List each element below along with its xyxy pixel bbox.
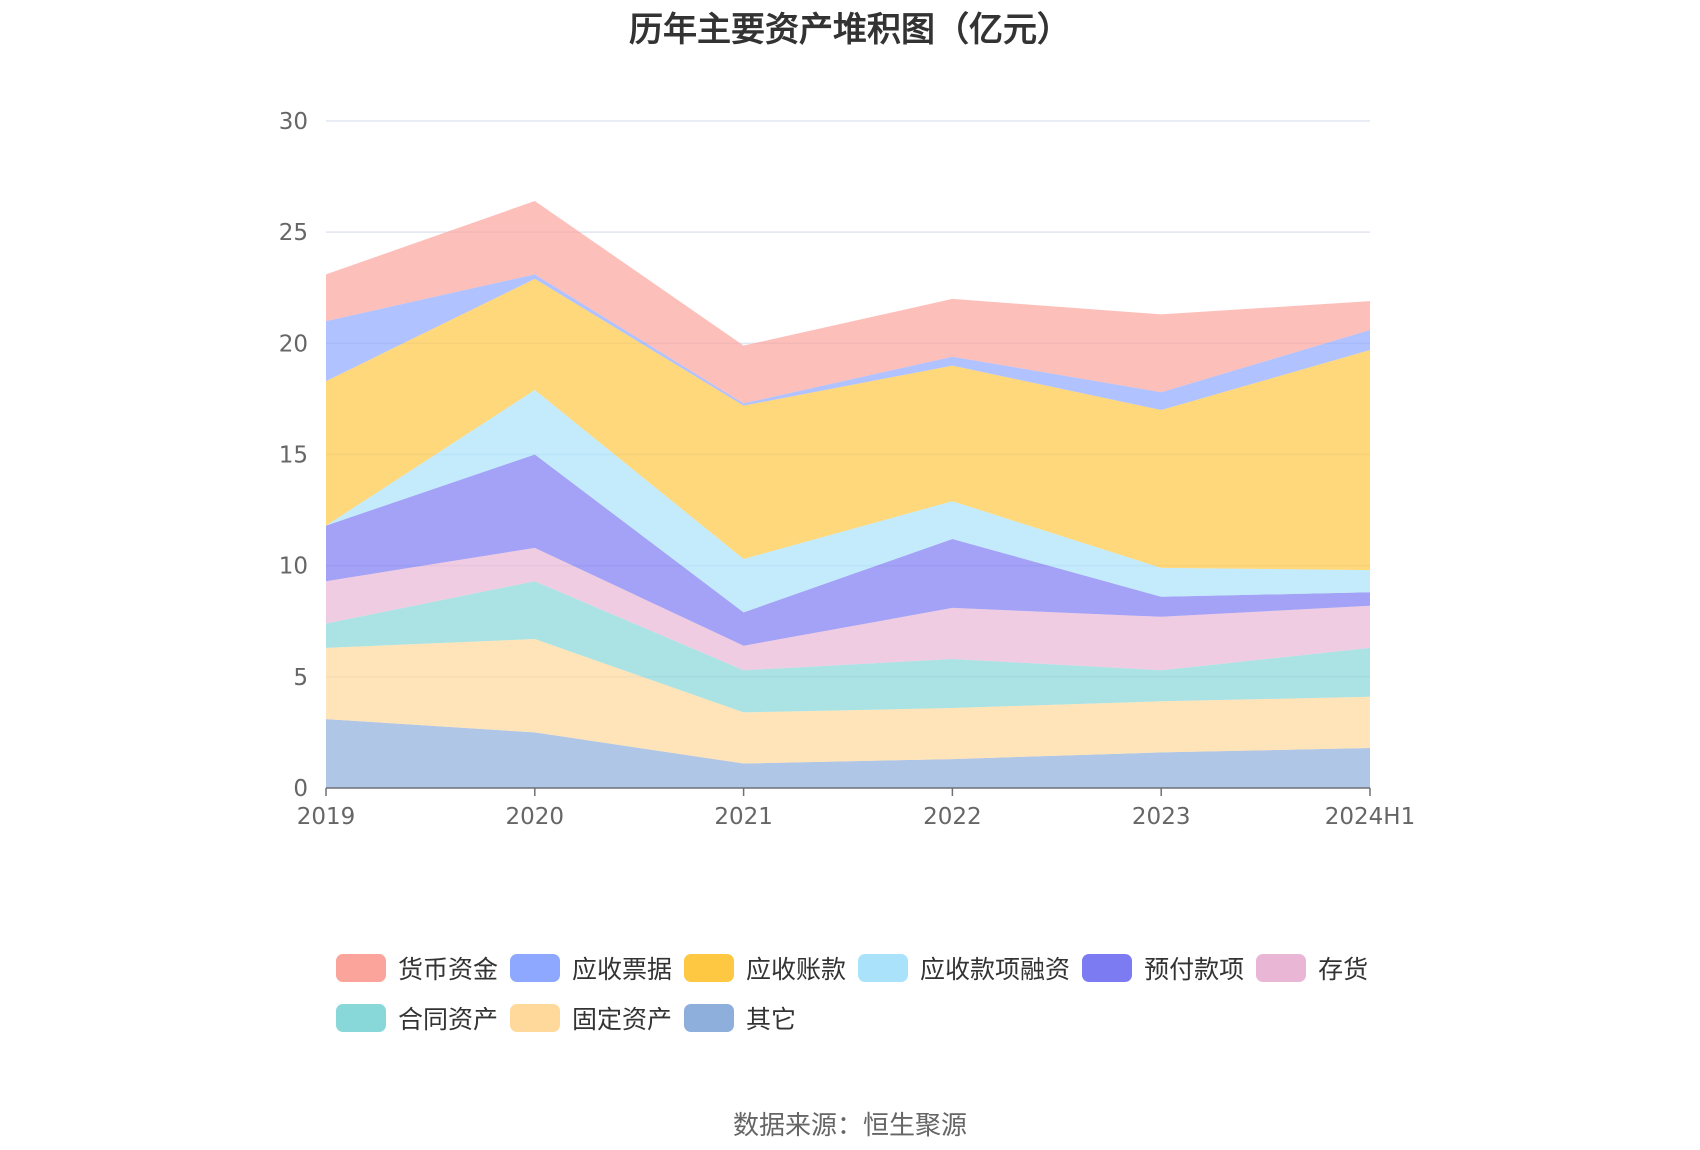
x-tick-label: 2022: [923, 804, 982, 830]
legend-swatch: [336, 954, 386, 982]
area-series-2: [326, 581, 1370, 713]
area-series-8: [326, 201, 1370, 404]
legend-swatch: [336, 1004, 386, 1032]
legend-label: 应收票据: [572, 955, 673, 984]
y-tick-label: 10: [279, 554, 308, 580]
legend-item[interactable]: 应收票据: [510, 950, 672, 986]
legend-label: 应收账款: [746, 955, 847, 984]
y-tick-label: 30: [279, 109, 308, 135]
legend-label: 固定资产: [572, 1005, 673, 1034]
legend-swatch: [684, 1004, 735, 1032]
x-tick-label: 2023: [1132, 804, 1191, 830]
area-series-5: [326, 390, 1370, 613]
legend-item[interactable]: 货币资金: [336, 950, 498, 986]
legend-label: 存货: [1318, 955, 1369, 984]
legend-swatch: [1082, 954, 1133, 982]
y-tick-label: 5: [293, 665, 308, 691]
legend-label: 货币资金: [398, 955, 499, 984]
legend: 货币资金 应收票据 应收账款 应收款项融资 预付款项 存货合同资产 固定资产 其它: [336, 950, 1416, 1050]
legend-label: 合同资产: [398, 1005, 499, 1034]
area-series-1: [326, 639, 1370, 764]
legend-item[interactable]: 应收款项融资: [858, 950, 1070, 986]
area-series: [326, 201, 1370, 788]
chart-title: 历年主要资产堆积图（亿元）: [629, 10, 1071, 50]
axes: 0 5 10 15 20 25 30 2019 2020 2021 2022 2023 2024H1: [279, 109, 1416, 830]
legend-item[interactable]: 应收账款: [684, 950, 846, 986]
x-tick-label: 2020: [506, 804, 565, 830]
legend-item[interactable]: 预付款项: [1082, 950, 1244, 986]
legend-swatch: [510, 954, 561, 982]
legend-swatch: [1256, 954, 1307, 982]
legend-label: 应收款项融资: [920, 955, 1071, 984]
legend-item[interactable]: 其它: [684, 1000, 796, 1036]
y-tick-label: 25: [279, 220, 308, 246]
x-tick-label: 2019: [297, 804, 356, 830]
legend-swatch: [684, 954, 735, 982]
area-series-0: [326, 719, 1370, 788]
area-series-3: [326, 547, 1370, 671]
legend-item[interactable]: 合同资产: [336, 1000, 498, 1036]
y-tick-label: 0: [293, 776, 308, 802]
legend-label: 预付款项: [1144, 955, 1245, 984]
legend-label: 其它: [746, 1005, 797, 1034]
area-series-4: [326, 454, 1370, 646]
area-series-7: [326, 274, 1370, 410]
legend-swatch: [510, 1004, 561, 1032]
legend-item[interactable]: 存货: [1256, 950, 1368, 986]
area-series-6: [326, 278, 1370, 571]
x-tick-label: 2021: [714, 804, 773, 830]
x-tick-label: 2024H1: [1325, 804, 1415, 830]
legend-swatch: [858, 954, 909, 982]
source-note: 数据来源：恒生聚源: [732, 1111, 967, 1141]
legend-item[interactable]: 固定资产: [510, 1000, 672, 1036]
y-tick-label: 15: [279, 443, 308, 469]
y-tick-label: 20: [279, 331, 308, 357]
